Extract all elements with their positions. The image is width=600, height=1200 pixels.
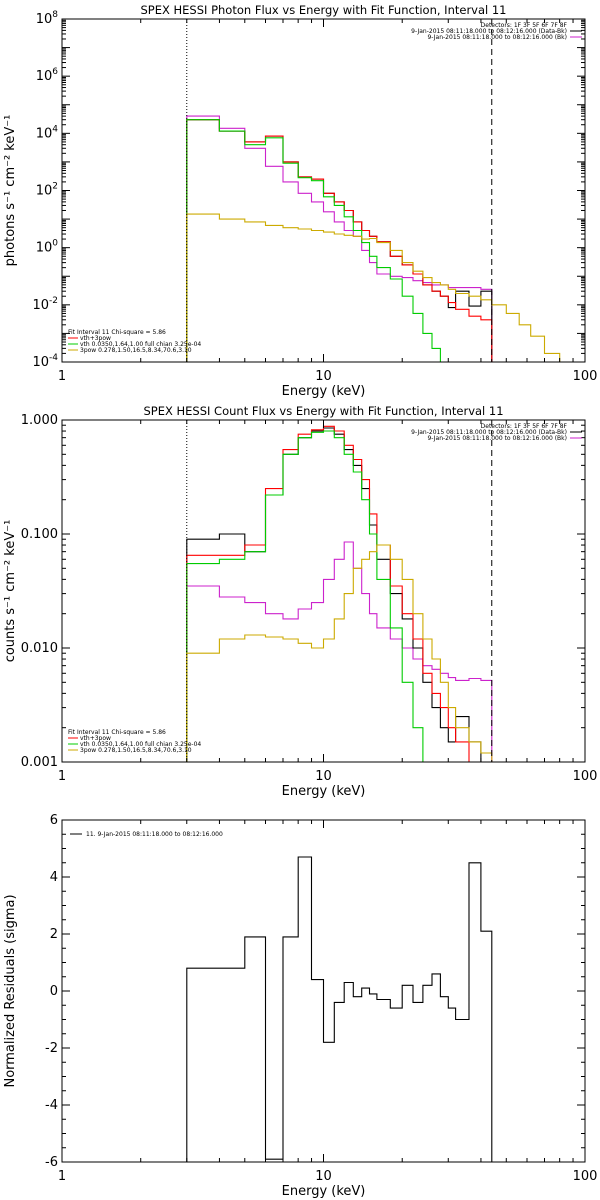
y-tick-label: 0.100 — [21, 527, 58, 542]
series-group — [186, 856, 493, 1162]
legend-entry: vth+3pow — [80, 335, 111, 342]
y-tick-label: 106 — [36, 67, 59, 84]
x-tick-label: 1 — [58, 1169, 66, 1184]
chart-title: SPEX HESSI Count Flux vs Energy with Fit… — [143, 404, 503, 418]
y-tick-label: 0 — [50, 984, 58, 999]
x-axis-label: Energy (keV) — [282, 784, 366, 799]
y-tick-label: -4 — [45, 1098, 58, 1113]
y-tick-label: -6 — [45, 1155, 58, 1170]
legend-entry: 3pow 0.278,1.50,16.5,8.34,70.6,3.10 — [80, 347, 192, 354]
legend-entry: 9-Jan-2015 08:11:18.000 to 08:12:16.000 … — [427, 435, 567, 442]
x-axis-label: Energy (keV) — [282, 1184, 366, 1199]
y-axis-label: Normalized Residuals (sigma) — [3, 894, 18, 1087]
y-tick-label: 0.010 — [21, 641, 58, 656]
legend-entry: 9-Jan-2015 08:11:18.000 to 08:12:16.000 … — [411, 429, 567, 436]
y-tick-label: 102 — [36, 182, 58, 199]
y-tick-label: -2 — [45, 1041, 58, 1056]
y-tick-label: 2 — [50, 927, 58, 942]
x-axis-label: Energy (keV) — [282, 384, 366, 399]
y-tick-label: 108 — [36, 10, 59, 27]
legend-entry: 9-Jan-2015 08:11:18.000 to 08:12:16.000 … — [411, 28, 567, 35]
series-line-1 — [186, 119, 493, 362]
y-tick-label: 4 — [50, 870, 58, 885]
y-tick-label: 10-4 — [32, 353, 58, 370]
y-axis-label: photons s⁻¹ cm⁻² keV⁻¹ — [3, 115, 18, 267]
x-tick-label: 10 — [315, 369, 332, 384]
legend-entry: 9-Jan-2015 08:11:18.000 to 08:12:16.000 … — [427, 34, 567, 41]
series-group — [186, 425, 520, 762]
series-line-0 — [186, 856, 493, 1162]
legend-entry: vth+3pow — [80, 735, 111, 742]
legend-entry: 11. 9-Jan-2015 08:11:18.000 to 08:12:16.… — [86, 831, 223, 838]
series-group — [186, 115, 561, 362]
y-tick-label: 104 — [36, 124, 59, 141]
series-line-4 — [186, 544, 520, 762]
y-tick-label: 6 — [50, 813, 58, 828]
y-tick-label: 100 — [36, 239, 59, 256]
x-tick-label: 100 — [573, 769, 598, 784]
y-tick-label: 1.000 — [21, 413, 58, 428]
series-line-2 — [186, 425, 492, 762]
chart-title: SPEX HESSI Photon Flux vs Energy with Fi… — [140, 3, 506, 17]
legend-entry: Fit Interval 11 Chi-square = 5.86 — [68, 729, 166, 736]
series-line-2 — [186, 119, 493, 362]
series-line-1 — [186, 427, 492, 762]
legend-entry: Fit Interval 11 Chi-square = 5.86 — [68, 329, 166, 336]
x-tick-label: 10 — [315, 769, 332, 784]
residuals-panel: 1 10 100 -6 -4 -2 0 2 4 6 Energy (keV) Normalized R… — [3, 813, 597, 1199]
legend-entry: vth 0.0350,1.64,1.00 full chian 3.25e-04 — [80, 741, 201, 748]
legend-entry: vth 0.0350,1.64,1.00 full chian 3.25e-04 — [80, 341, 201, 348]
x-tick-label: 100 — [573, 1169, 598, 1184]
y-tick-label: 10-2 — [32, 296, 58, 313]
x-tick-label: 1 — [58, 369, 66, 384]
count-flux-panel: SPEX HESSI Count Flux vs Energy with Fit… — [3, 404, 597, 799]
legend-entry: 3pow 0.278,1.50,16.5,8.34,70.6,3.10 — [80, 747, 192, 754]
x-tick-label: 1 — [58, 769, 66, 784]
legend-entry: Detectors: 1F 3F 5F 6F 7F 8F — [481, 423, 568, 430]
x-tick-label: 10 — [315, 1169, 332, 1184]
legend-entry: Detectors: 1F 3F 5F 6F 7F 8F — [481, 22, 568, 29]
y-axis-label: counts s⁻¹ cm⁻² keV⁻¹ — [3, 520, 18, 663]
series-line-0 — [186, 541, 493, 762]
series-line-3 — [186, 119, 493, 362]
x-tick-label: 100 — [573, 369, 598, 384]
series-line-0 — [186, 115, 493, 362]
series-line-4 — [186, 213, 561, 362]
photon-flux-panel: SPEX HESSI Photon Flux vs Energy with Fi… — [3, 3, 597, 399]
series-line-3 — [186, 430, 493, 762]
y-tick-label: 0.001 — [21, 755, 58, 770]
